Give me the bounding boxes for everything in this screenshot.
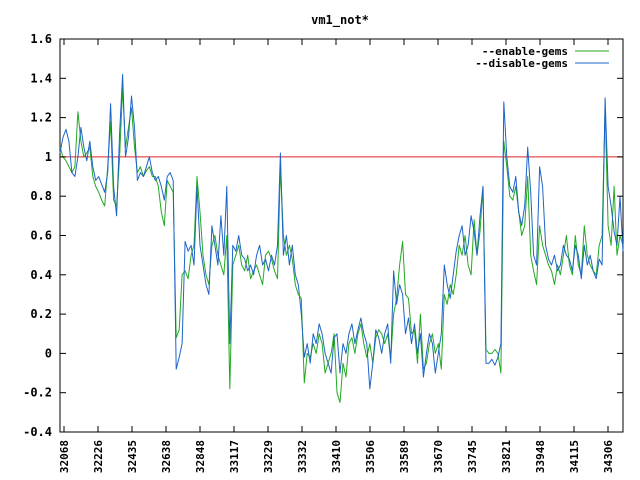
x-tick-label: 33589 (398, 440, 411, 473)
series-layer (59, 73, 624, 403)
y-tick-label: 1.2 (30, 111, 52, 125)
x-tick-label: 33670 (432, 440, 445, 473)
y-tick-label: 1 (45, 150, 52, 164)
y-tick-label: 0.6 (30, 229, 52, 243)
y-tick-label: 0.2 (30, 307, 52, 321)
y-tick-label: 1.6 (30, 32, 52, 46)
x-tick-label: 33745 (466, 440, 479, 473)
chart-title: vm1_not* (311, 13, 369, 28)
legend: --enable-gems--disable-gems (475, 45, 609, 70)
x-tick-label: 34306 (602, 440, 615, 473)
x-tick-label: 32068 (58, 440, 71, 473)
y-tick-label: -0.4 (23, 425, 52, 439)
x-tick-label: 32848 (194, 440, 207, 473)
y-tick-label: 0.8 (30, 189, 52, 203)
legend-label: --enable-gems (482, 45, 568, 58)
legend-label: --disable-gems (475, 57, 568, 70)
x-tick-label: 32435 (126, 440, 139, 473)
x-tick-label: 33821 (500, 440, 513, 473)
x-axis: 32068 32226 32435 32638 32848 33117 33229 33332… (58, 39, 615, 473)
y-axis: 1.6 1.4 1.2 1 0.8 0.6 0.4 0.2 0 -0.2 -0.4 (23, 32, 623, 439)
x-tick-label: 33332 (296, 440, 309, 473)
x-tick-label: 33117 (228, 440, 241, 473)
x-tick-label: 33410 (330, 440, 343, 473)
x-tick-label: 33948 (534, 440, 547, 473)
x-tick-label: 32638 (160, 440, 173, 473)
y-tick-label: -0.2 (23, 386, 52, 400)
x-tick-label: 33506 (364, 440, 377, 473)
x-tick-label: 32226 (92, 440, 105, 473)
x-tick-label: 33229 (262, 440, 275, 473)
plot-area-frame (59, 38, 624, 433)
y-tick-label: 0 (45, 346, 52, 360)
x-tick-label: 34115 (568, 440, 581, 473)
series-line-disable-gems (59, 73, 624, 390)
y-tick-label: 0.4 (30, 268, 52, 282)
y-tick-label: 1.4 (30, 71, 52, 85)
